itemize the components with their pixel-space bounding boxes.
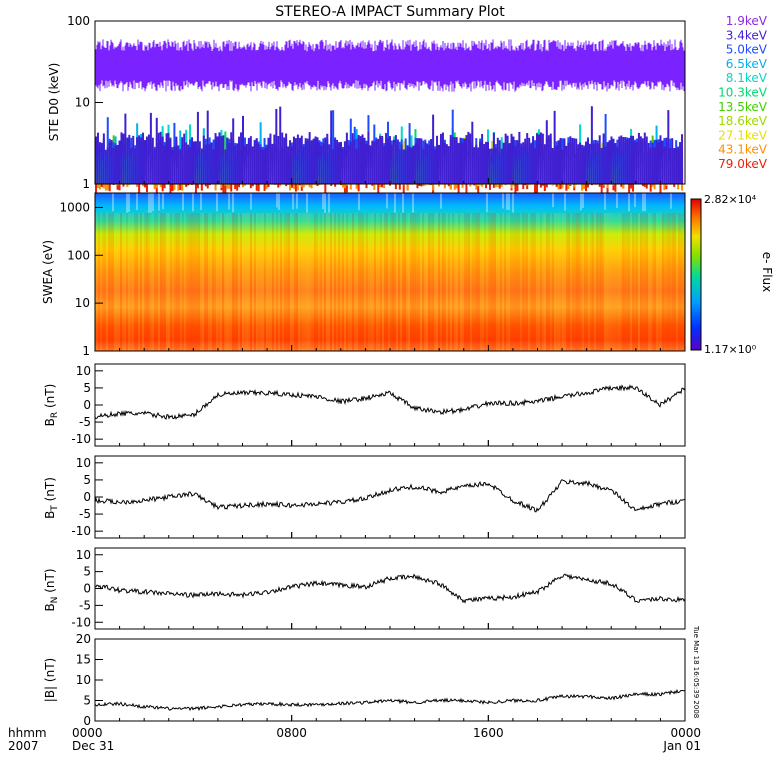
colorbar-min-label: 1.17×10⁰	[704, 343, 757, 356]
br-y-tick-label: -5	[79, 415, 91, 429]
swea-panel: 1 10 100 1000 SWEA (eV) 2.82×10⁴ 1.17×10⁰ e…	[41, 192, 774, 358]
ste-y-tick-label: 1	[82, 177, 90, 191]
bmag-y-tick-label: 20	[76, 632, 91, 646]
bn-frame	[94, 547, 686, 630]
br-y-tick-label: -10	[71, 432, 91, 446]
legend-entry: 8.1keV	[726, 71, 768, 85]
bn-panel: 10 5 0 -5 -10	[71, 547, 686, 630]
bt-y-tick-label: 10	[76, 456, 91, 470]
bn-series-line	[94, 573, 686, 604]
swea-y-tick-label: 10	[75, 296, 90, 310]
legend-entry: 5.0keV	[726, 43, 768, 57]
bn-y-tick-label: 10	[76, 548, 91, 562]
br-y-tick-label: 10	[76, 364, 91, 378]
bt-y-tick-label: 5	[83, 473, 91, 487]
legend-entry: 79.0keV	[718, 157, 768, 171]
bt-subscript: T	[50, 505, 60, 512]
x-row1-label: hhmm	[8, 726, 47, 740]
colorbar	[690, 198, 702, 351]
br-y-tick-label: 0	[83, 398, 91, 412]
ste-series-1.9keV	[94, 39, 686, 92]
legend-entry: 18.6keV	[718, 114, 768, 128]
x-minor-ticks	[94, 178, 686, 721]
magnetic-field-panels: 10 5 0 -5 -10 10 5 0 -5 -10 10 5 0 -5 -10 20 15 10 5 0	[71, 178, 686, 728]
x-row2-label: 2007	[8, 739, 39, 753]
bn-y-tick-label: -10	[71, 615, 91, 629]
br-y-label: BR (nT)	[43, 384, 60, 427]
bmag-panel: 20 15 10 5 0	[76, 632, 686, 728]
legend-entry: 10.3keV	[718, 86, 768, 100]
br-frame	[94, 363, 686, 447]
swea-y-ticks: 1 10 100 1000	[59, 200, 103, 358]
br-subscript: R	[50, 412, 60, 418]
colorbar-max-label: 2.82×10⁴	[704, 193, 757, 206]
swea-y-tick-label: 100	[67, 248, 90, 262]
legend-entry: 1.9keV	[726, 14, 768, 28]
bt-y-tick-label: 0	[83, 490, 91, 504]
x-tick-date: Jan 01	[662, 739, 701, 753]
bmag-series-line	[94, 688, 686, 712]
ste-y-tick-label: 100	[67, 14, 90, 28]
ste-legend: 1.9keV3.4keV5.0keV6.5keV8.1keV10.3keV13.…	[718, 14, 768, 171]
x-tick-time: 0000	[72, 726, 103, 740]
legend-entry: 43.1keV	[718, 143, 768, 157]
bt-y-tick-label: -5	[79, 507, 91, 521]
bmag-y-tick-label: 15	[76, 653, 91, 667]
swea-texture	[94, 193, 684, 351]
legend-entry: 13.5keV	[718, 100, 768, 114]
swea-y-tick-label: 1000	[59, 200, 90, 214]
ste-bars	[94, 39, 686, 195]
ste-y-label: STE D0 (keV)	[47, 63, 61, 142]
bmag-y-label: |B| (nT)	[43, 658, 57, 702]
x-tick-time: 1600	[473, 726, 504, 740]
bt-y-tick-label: -10	[71, 524, 91, 538]
bmag-y-tick-label: 5	[83, 694, 91, 708]
ste-panel: 1 10 100 STE D0 (keV) 1.9keV3.4keV5.0keV6.…	[47, 14, 768, 195]
bn-y-tick-label: 0	[83, 582, 91, 596]
br-y-tick-label: 5	[83, 381, 91, 395]
legend-entry: 27.1keV	[718, 128, 768, 142]
bn-subscript: N	[50, 597, 60, 604]
br-series-line	[94, 384, 686, 420]
bmag-y-tick-label: 10	[76, 673, 91, 687]
ste-y-ticks: 1 10 100	[67, 14, 103, 191]
x-tick-time: 0800	[276, 726, 307, 740]
ste-y-tick-label: 10	[75, 96, 90, 110]
bn-y-tick-label: 5	[83, 565, 91, 579]
swea-y-tick-label: 1	[82, 344, 90, 358]
legend-entry: 3.4keV	[726, 28, 768, 42]
swea-heatmap	[95, 193, 685, 351]
timestamp: Tue Mar 18 16:05:39 2008	[692, 625, 700, 718]
bt-frame	[94, 455, 686, 539]
br-panel: 10 5 0 -5 -10	[71, 363, 686, 447]
x-tick-time: 0000	[670, 726, 701, 740]
swea-y-label: SWEA (eV)	[41, 240, 55, 304]
page-title: STEREO-A IMPACT Summary Plot	[275, 4, 505, 20]
legend-entry: 6.5keV	[726, 57, 768, 71]
bt-y-label: BT (nT)	[43, 477, 60, 519]
bn-y-tick-label: -5	[79, 598, 91, 612]
colorbar-label: e- Flux	[760, 252, 774, 292]
bmag-y-tick-label: 0	[83, 714, 91, 728]
bn-y-label: BN (nT)	[43, 568, 60, 611]
x-tick-date: Dec 31	[72, 739, 114, 753]
bt-series-line	[94, 478, 686, 513]
bt-panel: 10 5 0 -5 -10	[71, 455, 686, 539]
